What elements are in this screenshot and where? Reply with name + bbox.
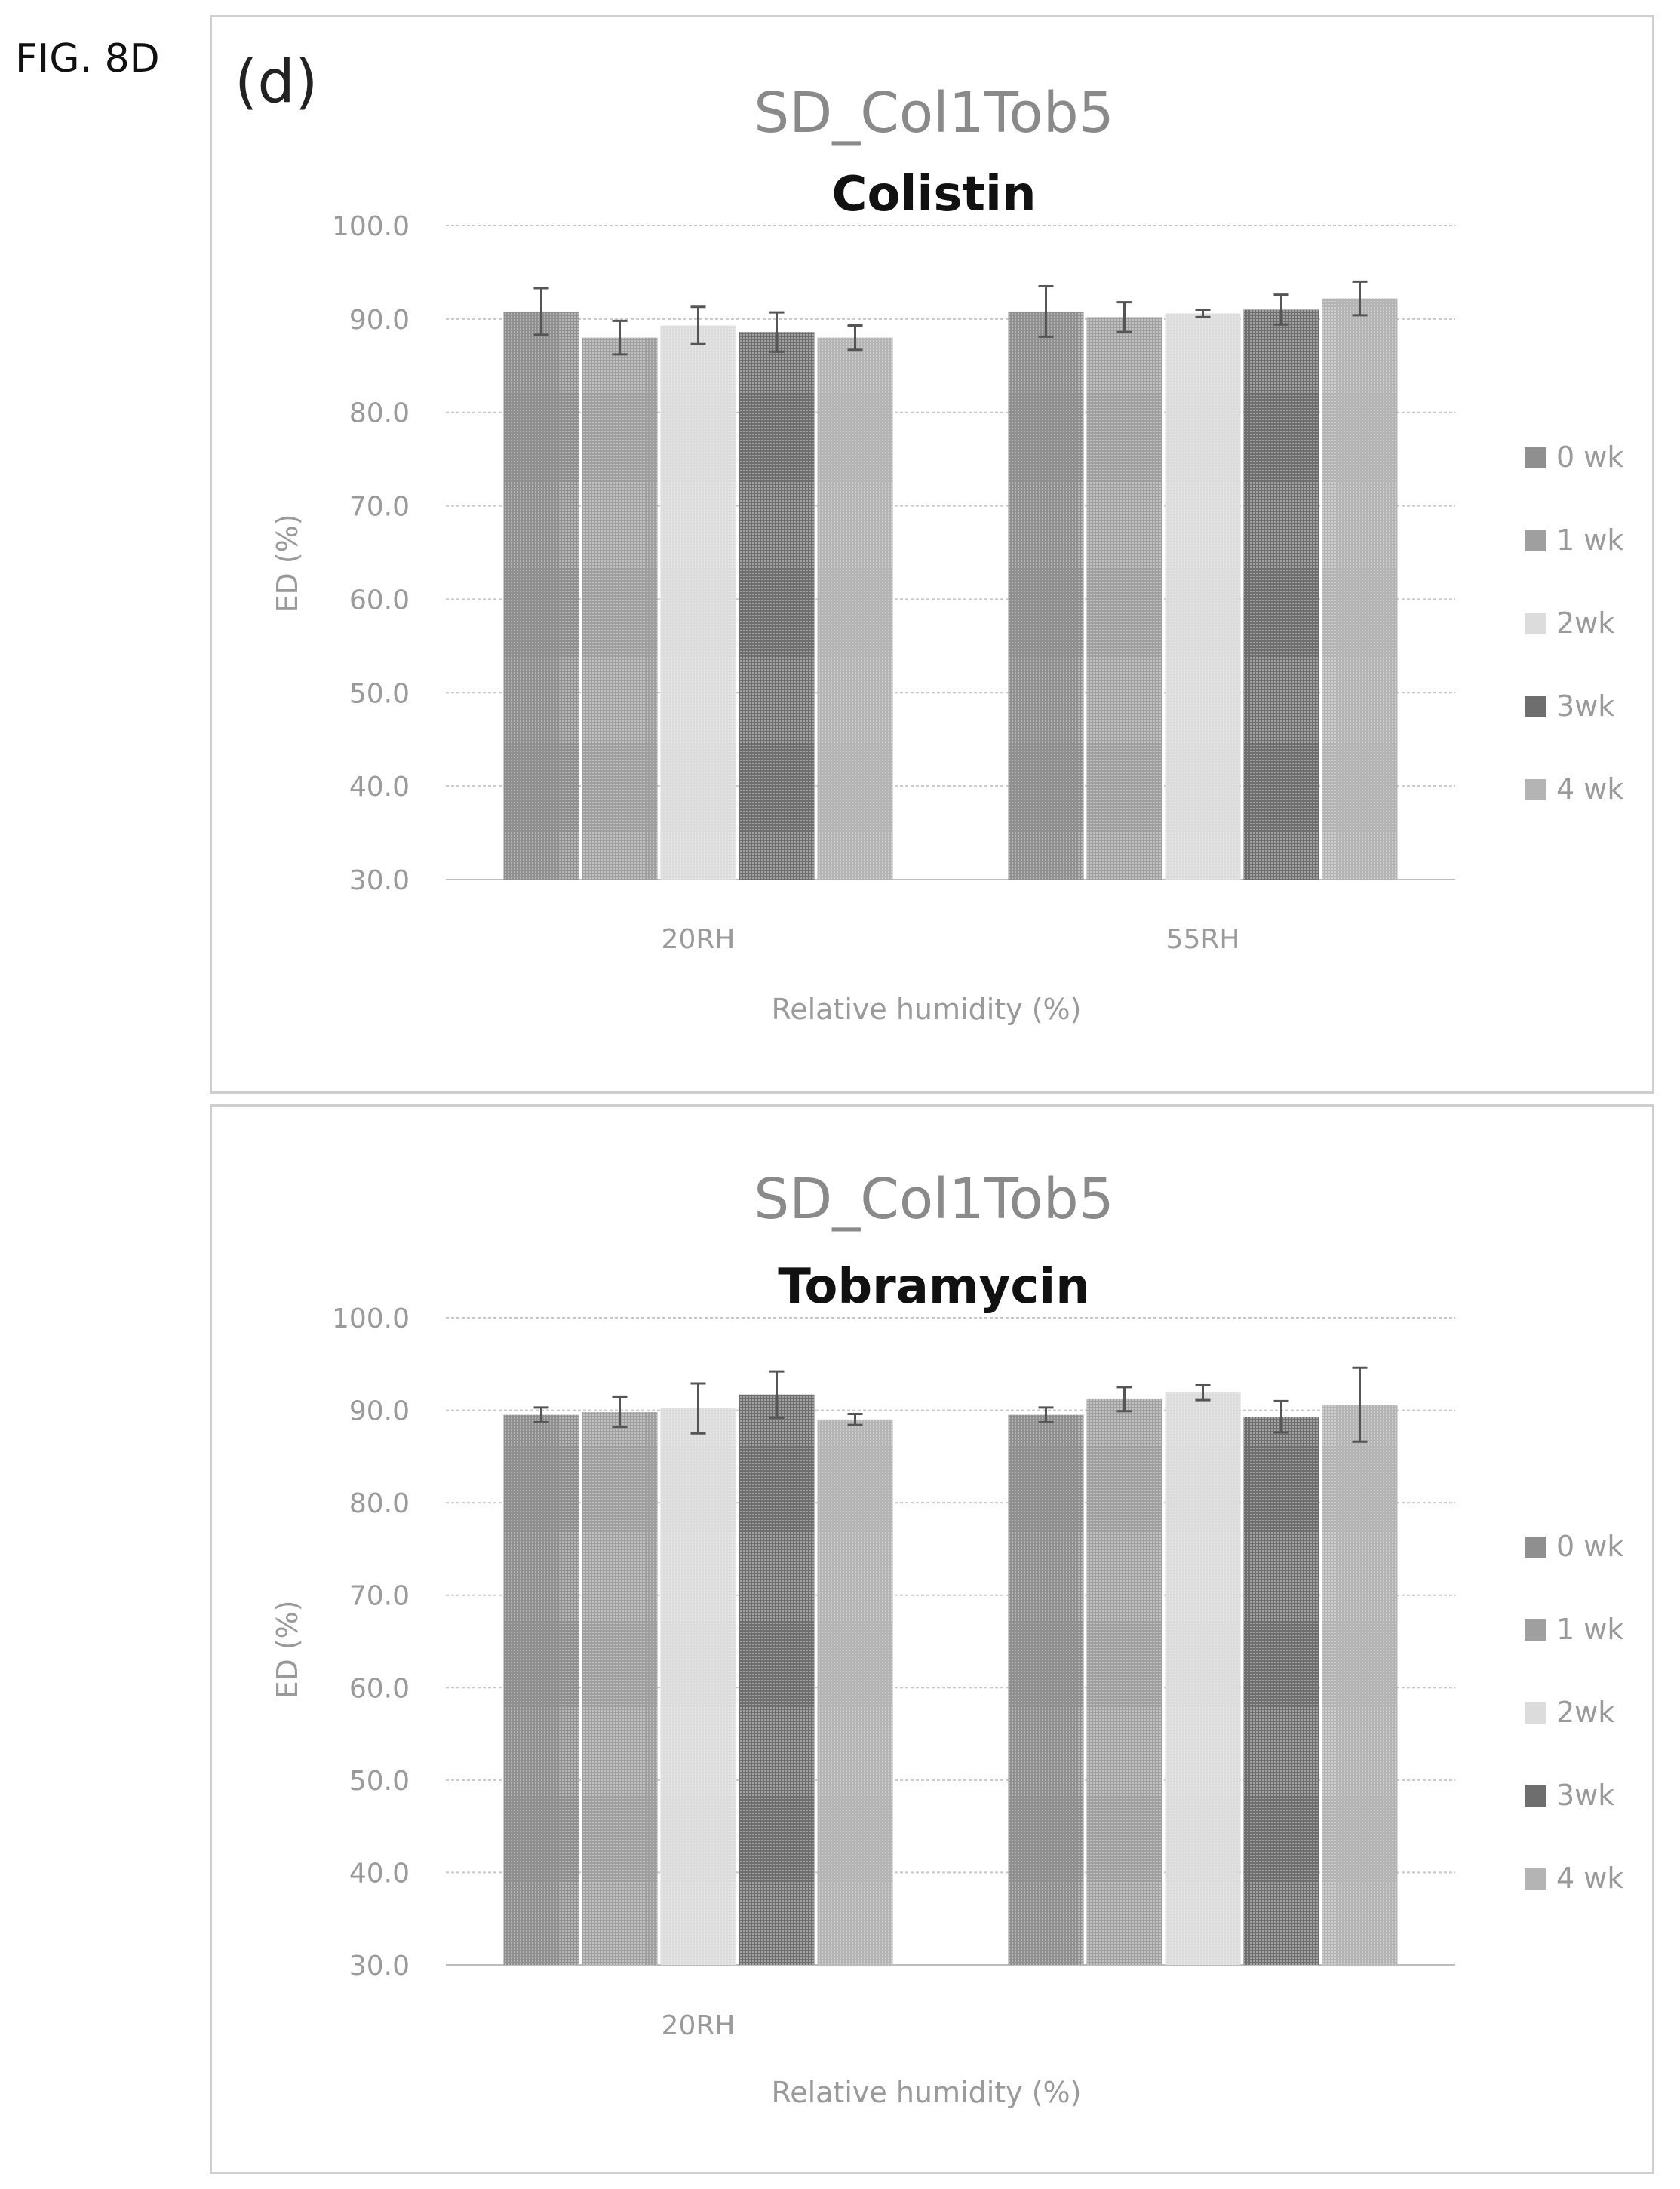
x-category-label: 20RH — [662, 924, 736, 955]
legend-swatch — [1525, 530, 1546, 551]
y-tick-label: 60.0 — [349, 1673, 410, 1704]
legend-label: 2wk — [1556, 606, 1614, 640]
legend-label: 4 wk — [1556, 772, 1623, 806]
chart-panel-tobramycin: SD_Col1Tob5 Tobramycin ED (%) Relative h… — [210, 1104, 1654, 2174]
y-tick-label: 100.0 — [332, 1303, 410, 1334]
legend-label: 0 wk — [1556, 1530, 1623, 1563]
legend-swatch — [1525, 1868, 1546, 1890]
bar-texture — [582, 1412, 658, 1965]
bar-texture — [1165, 313, 1241, 880]
plot-area: 100.0 90.0 80.0 70.0 60.0 50.0 40.0 30.0 20RH — [332, 1303, 1455, 2041]
bar-texture — [1008, 1414, 1084, 1965]
legend-label: 3wk — [1556, 1779, 1614, 1812]
figure-label: FIG. 8D — [15, 36, 160, 81]
legend: 0 wk 1 wk 2wk 3wk 4 wk — [1525, 441, 1623, 806]
legend-label: 3wk — [1556, 689, 1614, 723]
bar-texture — [503, 311, 579, 880]
bar-texture — [1322, 298, 1398, 880]
legend: 0 wk 1 wk 2wk 3wk 4 wk — [1525, 1530, 1623, 1895]
y-tick-label: 50.0 — [349, 678, 410, 709]
bar-texture — [1243, 1417, 1319, 1965]
y-tick-label: 60.0 — [349, 585, 410, 616]
bar-texture — [739, 332, 815, 880]
chart-panel-colistin: (d) SD_Col1Tob5 Colistin ED (%) Relative… — [210, 15, 1654, 1094]
x-category-label: 55RH — [1166, 924, 1240, 955]
bar-texture — [817, 337, 893, 880]
legend-swatch — [1525, 1785, 1546, 1807]
y-tick-label: 40.0 — [349, 1858, 410, 1889]
legend-label: 1 wk — [1556, 523, 1623, 557]
x-category-label: 20RH — [662, 2010, 736, 2041]
y-axis-title: ED (%) — [271, 514, 304, 612]
chart-tobramycin: SD_Col1Tob5 Tobramycin ED (%) Relative h… — [271, 1167, 1623, 2109]
bar-texture — [1008, 311, 1084, 880]
legend-swatch — [1525, 696, 1546, 717]
bar-texture — [1165, 1392, 1241, 1965]
panel-label: (d) — [235, 48, 318, 116]
bar-texture — [1243, 309, 1319, 880]
legend-label: 1 wk — [1556, 1613, 1623, 1646]
bar-texture — [739, 1394, 815, 1965]
legend-swatch — [1525, 1619, 1546, 1641]
y-tick-label: 30.0 — [349, 865, 410, 896]
legend-label: 2wk — [1556, 1696, 1614, 1729]
y-tick-label: 80.0 — [349, 1488, 410, 1519]
legend-swatch — [1525, 1702, 1546, 1724]
y-tick-label: 70.0 — [349, 492, 410, 523]
bar-texture — [503, 1414, 579, 1965]
y-tick-label: 80.0 — [349, 398, 410, 429]
bar-texture — [1322, 1405, 1398, 1965]
bar-texture — [660, 325, 736, 880]
legend-label: 4 wk — [1556, 1862, 1623, 1895]
legend-swatch — [1525, 1537, 1546, 1558]
chart-subtitle: Tobramycin — [778, 1259, 1090, 1315]
plot-area: 100.0 90.0 80.0 70.0 60.0 50.0 40.0 30.0 20RH 55R… — [332, 211, 1455, 955]
x-axis-title: Relative humidity (%) — [772, 993, 1082, 1026]
bar-texture — [1086, 317, 1162, 880]
chart-title: SD_Col1Tob5 — [754, 81, 1114, 146]
y-tick-label: 90.0 — [349, 1396, 410, 1427]
bar-texture — [660, 1408, 736, 1965]
bar-texture — [1086, 1398, 1162, 1965]
chart-subtitle: Colistin — [832, 167, 1037, 223]
y-tick-label: 30.0 — [349, 1951, 410, 1982]
y-tick-label: 100.0 — [332, 211, 410, 242]
y-axis-title: ED (%) — [271, 1600, 304, 1699]
y-tick-label: 40.0 — [349, 772, 410, 803]
chart-colistin: (d) SD_Col1Tob5 Colistin ED (%) Relative… — [235, 48, 1623, 1026]
legend-swatch — [1525, 447, 1546, 468]
bar-texture — [817, 1419, 893, 1965]
chart-title: SD_Col1Tob5 — [754, 1167, 1114, 1232]
legend-label: 0 wk — [1556, 441, 1623, 474]
y-tick-label: 90.0 — [349, 305, 410, 336]
legend-swatch — [1525, 613, 1546, 634]
y-tick-label: 50.0 — [349, 1766, 410, 1797]
y-tick-label: 70.0 — [349, 1581, 410, 1612]
legend-swatch — [1525, 779, 1546, 800]
bar-texture — [582, 337, 658, 880]
x-axis-title: Relative humidity (%) — [772, 2076, 1082, 2109]
